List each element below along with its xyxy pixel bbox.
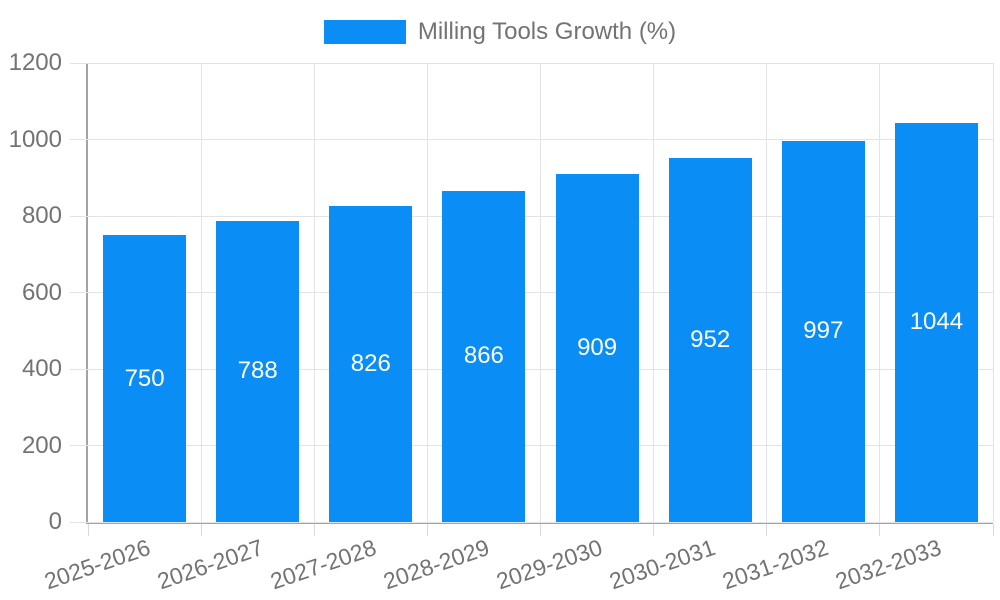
- bar-value-label: 866: [463, 342, 504, 370]
- bar-2029-2030[interactable]: 909: [555, 174, 639, 522]
- x-axis-tick: [879, 524, 881, 536]
- y-axis-tick-label: 1000: [8, 125, 62, 153]
- y-gridline: [70, 292, 993, 293]
- bar-value-label: 997: [803, 317, 844, 345]
- bar-2026-2027[interactable]: 788: [216, 220, 300, 522]
- y-gridline: [70, 445, 993, 446]
- legend-color-swatch: [323, 20, 406, 44]
- x-axis-label: 2025-2026: [40, 534, 154, 595]
- bar-2031-2032[interactable]: 997: [781, 140, 865, 522]
- x-axis-label: 2029-2030: [493, 534, 606, 595]
- x-axis-tick: [766, 524, 768, 536]
- x-gridline: [653, 63, 655, 522]
- bar-value-label: 952: [690, 325, 731, 353]
- bar-value-label: 909: [577, 334, 618, 362]
- x-axis-label: 2032-2033: [832, 534, 945, 595]
- y-axis-tick-label: 0: [48, 508, 62, 535]
- y-axis-tick-label: 800: [21, 202, 62, 229]
- x-axis-label: 2030-2031: [606, 534, 719, 595]
- bar-2028-2029[interactable]: 866: [442, 190, 526, 522]
- x-gridline: [766, 63, 768, 522]
- x-gridline: [879, 63, 881, 522]
- x-axis-tick: [992, 524, 994, 536]
- x-gridline: [313, 63, 315, 522]
- bar-2027-2028[interactable]: 826: [329, 206, 413, 522]
- bar-value-label: 1044: [909, 308, 964, 336]
- y-axis-tick-label: 1200: [8, 49, 62, 76]
- x-axis-label: 2027-2028: [266, 534, 380, 595]
- x-gridline: [426, 63, 428, 522]
- legend-item[interactable]: Milling Tools Growth (%): [0, 19, 1000, 45]
- x-axis-label: 2028-2029: [379, 534, 493, 595]
- x-gridline: [200, 63, 202, 522]
- bar-2032-2033[interactable]: 1044: [894, 122, 978, 522]
- bar-value-label: 826: [350, 350, 391, 378]
- bar-2030-2031[interactable]: 952: [668, 157, 752, 522]
- x-axis-tick: [540, 524, 541, 536]
- y-gridline: [70, 139, 993, 140]
- x-axis-label: 2031-2032: [719, 534, 832, 595]
- y-axis-tick-label: 600: [21, 278, 62, 306]
- y-gridline: [70, 521, 993, 523]
- y-gridline: [70, 368, 993, 370]
- bar-2025-2026[interactable]: 750: [103, 235, 187, 522]
- y-axis-tick-label: 200: [21, 431, 62, 459]
- x-axis-label: 2026-2027: [153, 534, 267, 595]
- x-axis-tick: [87, 524, 89, 536]
- plot-area: 0 200 400 600 800 1000 1200 750 2025-2026 788 2026…: [9, 51, 994, 594]
- y-gridline: [70, 215, 993, 217]
- bar-value-label: 750: [124, 364, 165, 392]
- x-axis-tick: [313, 524, 315, 536]
- bar-value-label: 788: [237, 357, 278, 385]
- x-axis-tick: [653, 524, 655, 536]
- y-gridline: [70, 62, 993, 64]
- x-axis-line: [86, 522, 993, 524]
- x-gridline: [992, 63, 994, 522]
- x-axis-tick: [200, 524, 202, 536]
- y-axis-tick-label: 400: [21, 355, 62, 382]
- legend-label: Milling Tools Growth (%): [417, 18, 677, 45]
- x-gridline: [540, 63, 541, 522]
- y-axis-line: [86, 63, 88, 524]
- x-axis-tick: [426, 524, 428, 536]
